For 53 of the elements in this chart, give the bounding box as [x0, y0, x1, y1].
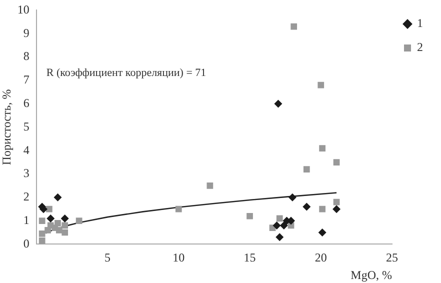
y-tick-label: 8 [23, 49, 30, 64]
point [274, 100, 282, 108]
point [60, 214, 69, 222]
y-tick-label: 9 [23, 26, 30, 40]
y-tick-label: 6 [23, 96, 30, 110]
y-tick-label: 5 [23, 119, 30, 134]
x-tick-label: 5 [104, 250, 111, 265]
point [56, 226, 62, 234]
y-tick-label: 10 [17, 2, 30, 16]
point [276, 215, 283, 222]
point [280, 221, 288, 230]
point [276, 233, 284, 242]
point [332, 205, 341, 214]
point [303, 166, 310, 172]
legend-label: 1 [417, 16, 423, 30]
point [46, 206, 52, 212]
point [62, 229, 68, 236]
legend-label: 2 [417, 40, 423, 54]
point [302, 202, 311, 211]
point [44, 226, 51, 234]
point [175, 206, 182, 212]
point [246, 212, 253, 220]
point [38, 238, 46, 244]
y-tick-label: 4 [23, 142, 30, 157]
annotation: R (коэффициент корреляции) = 71 [46, 67, 206, 80]
y-axis-title: Пористость, % [0, 89, 14, 166]
x-tick-label: 15 [244, 250, 256, 265]
point [76, 218, 82, 224]
point [333, 159, 340, 166]
point [290, 23, 298, 30]
point [272, 221, 281, 230]
point [333, 198, 340, 206]
point [62, 222, 68, 229]
point [38, 230, 46, 237]
point [288, 193, 296, 202]
point [54, 220, 61, 226]
y-tick-label: 3 [23, 166, 30, 180]
x-tick-label: 20 [314, 250, 327, 265]
y-tick-label: 2 [23, 190, 30, 204]
y-tick-label: 1 [23, 212, 30, 227]
point [38, 218, 46, 224]
point [318, 82, 324, 88]
y-tick-label: 7 [23, 72, 30, 87]
x-tick-label: 25 [386, 250, 398, 265]
point [318, 228, 326, 236]
point [319, 145, 326, 152]
x-axis-title: MgO, % [350, 268, 392, 282]
point [54, 193, 62, 202]
point [46, 214, 55, 222]
point [319, 206, 326, 212]
x-tick-label: 10 [172, 250, 185, 265]
point [206, 182, 214, 189]
y-tick-label: 0 [23, 236, 30, 250]
